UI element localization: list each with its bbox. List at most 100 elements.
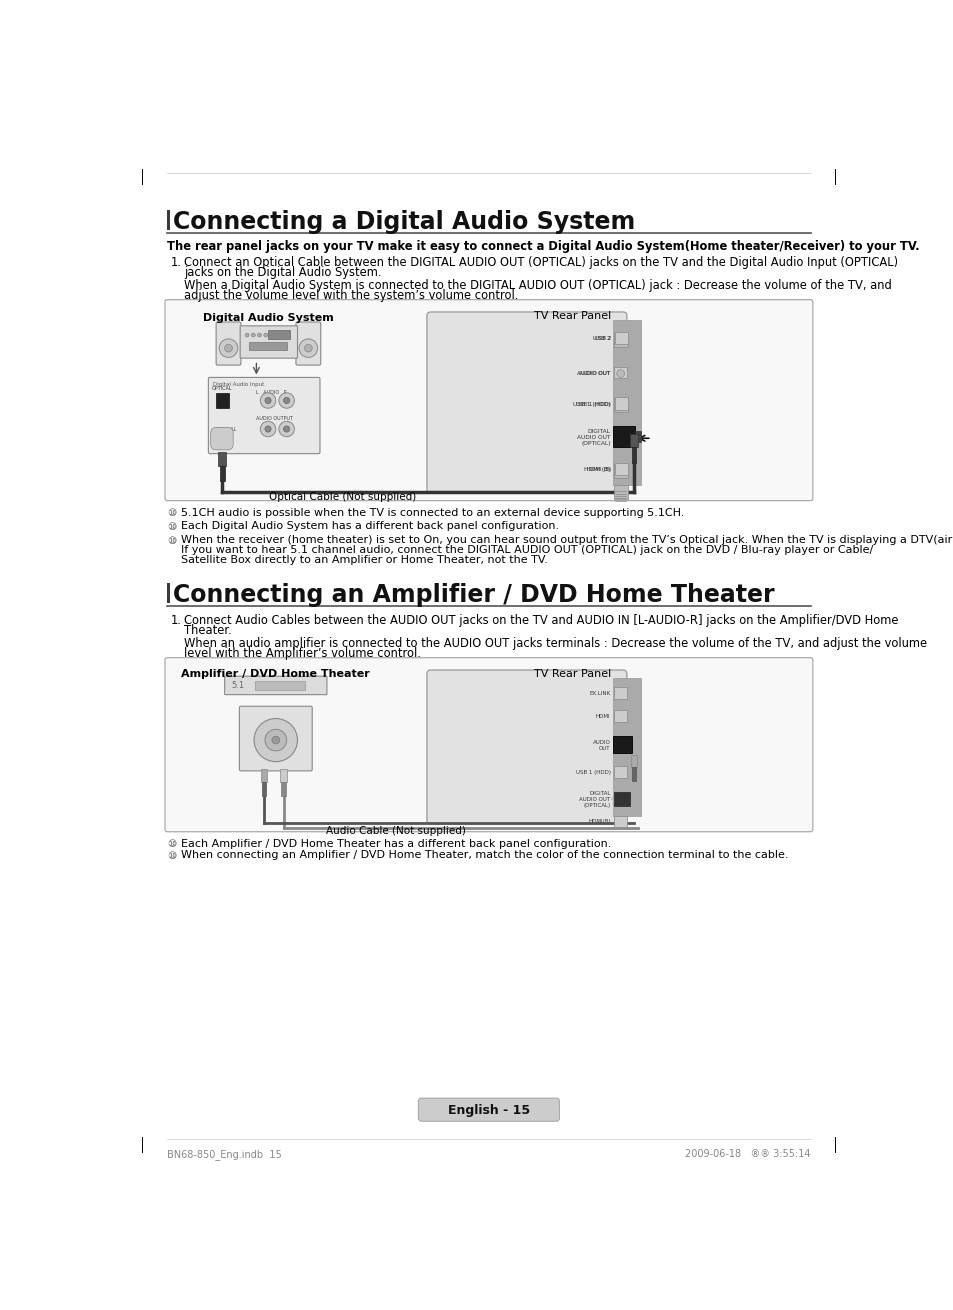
Circle shape — [252, 333, 255, 337]
Text: Connecting a Digital Audio System: Connecting a Digital Audio System — [173, 210, 635, 233]
Text: Theater.: Theater. — [184, 624, 232, 637]
Circle shape — [264, 333, 268, 337]
Bar — [220, 466, 224, 481]
Bar — [634, 431, 640, 441]
Text: ⑩: ⑩ — [167, 852, 176, 861]
Circle shape — [219, 339, 237, 358]
Text: COAXIAL: COAXIAL — [216, 427, 237, 432]
FancyBboxPatch shape — [165, 658, 812, 832]
Text: Digital Audio Input: Digital Audio Input — [213, 383, 264, 386]
Text: Optical Cable (Not supplied): Optical Cable (Not supplied) — [269, 493, 416, 502]
Bar — [216, 393, 229, 409]
Text: Amplifier / DVD Home Theater: Amplifier / DVD Home Theater — [181, 669, 370, 680]
Circle shape — [260, 422, 275, 436]
Circle shape — [278, 422, 294, 436]
Text: ⑩: ⑩ — [167, 523, 176, 532]
Text: DIGITAL
AUDIO OUT
(OPTICAL): DIGITAL AUDIO OUT (OPTICAL) — [577, 430, 610, 445]
Bar — [261, 782, 266, 795]
Text: 1.: 1. — [171, 614, 181, 626]
FancyBboxPatch shape — [295, 322, 320, 365]
Text: Audio Cable (Not supplied): Audio Cable (Not supplied) — [326, 825, 466, 836]
Circle shape — [260, 393, 275, 409]
Text: TV Rear Panel: TV Rear Panel — [534, 312, 611, 321]
Circle shape — [617, 369, 624, 377]
Bar — [615, 331, 627, 345]
Bar — [614, 333, 628, 347]
Bar — [612, 677, 640, 816]
Text: When an audio amplifier is connected to the AUDIO OUT jacks terminals : Decrease: When an audio amplifier is connected to … — [184, 637, 926, 650]
FancyBboxPatch shape — [418, 1098, 558, 1121]
FancyBboxPatch shape — [427, 312, 626, 493]
Bar — [249, 342, 287, 350]
Text: AUDIO
OUT: AUDIO OUT — [592, 740, 610, 751]
Text: ⑩: ⑩ — [167, 840, 176, 849]
FancyBboxPatch shape — [427, 669, 626, 824]
Circle shape — [272, 736, 279, 744]
Text: English - 15: English - 15 — [447, 1104, 530, 1117]
Text: When a Digital Audio System is connected to the DIGITAL AUDIO OUT (OPTICAL) jack: When a Digital Audio System is connected… — [184, 279, 891, 292]
Bar — [614, 766, 626, 778]
Circle shape — [253, 718, 297, 761]
Text: EX.LINK: EX.LINK — [589, 690, 610, 696]
Text: Digital Audio System: Digital Audio System — [202, 313, 334, 322]
Text: jacks on the Digital Audio System.: jacks on the Digital Audio System. — [184, 266, 381, 279]
Text: The rear panel jacks on your TV make it easy to connect a Digital Audio System(H: The rear panel jacks on your TV make it … — [167, 240, 919, 253]
Bar — [218, 452, 226, 466]
Bar — [614, 367, 626, 379]
Bar — [281, 782, 286, 795]
Text: USB 2: USB 2 — [593, 337, 610, 342]
Bar — [614, 686, 626, 698]
Circle shape — [265, 397, 271, 403]
Text: When the receiver (home theater) is set to On, you can hear sound output from th: When the receiver (home theater) is set … — [181, 536, 953, 545]
Text: DIGITAL
AUDIO OUT
(OPTICAL): DIGITAL AUDIO OUT (OPTICAL) — [578, 791, 610, 808]
Text: adjust the volume level with the system’s volume control.: adjust the volume level with the system’… — [184, 290, 518, 301]
Text: Connecting an Amplifier / DVD Home Theater: Connecting an Amplifier / DVD Home Theat… — [173, 583, 774, 607]
Bar — [629, 434, 637, 448]
Bar — [614, 485, 628, 499]
FancyBboxPatch shape — [165, 300, 812, 500]
Text: level with the Amplifier’s volume control.: level with the Amplifier’s volume contro… — [184, 647, 421, 660]
Text: 5.1CH audio is possible when the TV is connected to an external device supportin: 5.1CH audio is possible when the TV is c… — [181, 507, 684, 517]
Text: USB 2: USB 2 — [595, 337, 611, 342]
Text: BN68-850_Eng.indb  15: BN68-850_Eng.indb 15 — [167, 1149, 282, 1159]
Circle shape — [265, 426, 271, 432]
Circle shape — [283, 397, 290, 403]
Bar — [615, 397, 627, 410]
Text: 5.1: 5.1 — [232, 681, 245, 690]
Text: ⑩: ⑩ — [167, 536, 176, 546]
Text: Each Amplifier / DVD Home Theater has a different back panel configuration.: Each Amplifier / DVD Home Theater has a … — [181, 838, 611, 849]
Bar — [612, 426, 634, 448]
Text: HDMI(B): HDMI(B) — [587, 819, 610, 824]
Text: AUDIO OUT: AUDIO OUT — [577, 371, 610, 376]
Bar — [280, 769, 286, 782]
Bar — [614, 710, 626, 722]
FancyBboxPatch shape — [211, 427, 233, 449]
Text: AUDIO
OUT: AUDIO OUT — [613, 740, 630, 751]
Bar — [630, 755, 637, 768]
Bar — [614, 464, 628, 478]
Bar — [615, 462, 627, 476]
Text: HDMI (B): HDMI (B) — [583, 468, 610, 473]
Text: Satellite Box directly to an Amplifier or Home Theater, not the TV.: Satellite Box directly to an Amplifier o… — [181, 555, 547, 566]
Bar — [614, 816, 626, 827]
Bar — [254, 681, 305, 690]
Text: AUDIO OUT: AUDIO OUT — [578, 371, 610, 376]
Bar — [614, 398, 628, 413]
FancyBboxPatch shape — [239, 706, 312, 770]
Circle shape — [278, 393, 294, 409]
Bar — [612, 320, 640, 485]
FancyBboxPatch shape — [224, 676, 327, 694]
Text: 1.: 1. — [171, 255, 181, 269]
Text: AUDIO OUTPUT: AUDIO OUTPUT — [256, 415, 294, 421]
Text: Connect an Optical Cable between the DIGITAL AUDIO OUT (OPTICAL) jacks on the TV: Connect an Optical Cable between the DIG… — [184, 255, 898, 269]
FancyBboxPatch shape — [240, 326, 297, 358]
Text: USB 1 (HDD): USB 1 (HDD) — [575, 770, 610, 776]
Circle shape — [265, 730, 286, 751]
Text: 2009-06-18   ®® 3:55:14: 2009-06-18 ®® 3:55:14 — [684, 1149, 810, 1159]
Text: L   AUDIO   R: L AUDIO R — [256, 390, 287, 394]
Text: DIGITAL
AUDIO OUT
(OPTICAL): DIGITAL AUDIO OUT (OPTICAL) — [610, 793, 633, 806]
Text: DIGITAL
AUDIO OUT
(OPTICAL): DIGITAL AUDIO OUT (OPTICAL) — [609, 430, 637, 447]
Text: If you want to hear 5.1 channel audio, connect the DIGITAL AUDIO OUT (OPTICAL) j: If you want to hear 5.1 channel audio, c… — [181, 545, 873, 555]
Bar — [261, 769, 267, 782]
Circle shape — [283, 426, 290, 432]
